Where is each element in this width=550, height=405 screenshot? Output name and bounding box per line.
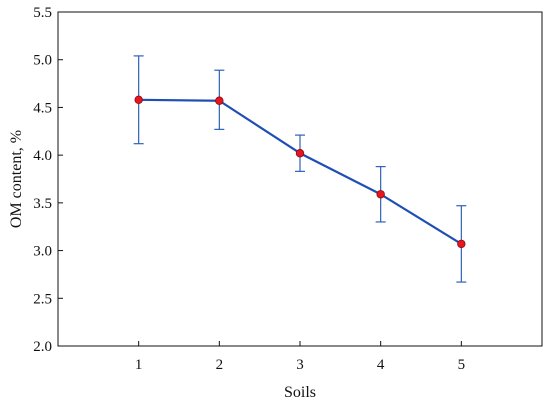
x-tick-label: 4: [377, 357, 385, 373]
y-tick-label: 5.5: [33, 5, 52, 21]
y-tick-label: 2.5: [33, 291, 52, 307]
x-axis-label: Soils: [284, 384, 316, 401]
data-point: [295, 149, 305, 158]
x-tick-label: 1: [135, 357, 143, 373]
y-tick-label: 3.0: [33, 244, 52, 260]
y-axis-ticks: 2.0 2.5 3.0 3.5 4.0 4.5 5.0 5.5: [33, 5, 63, 355]
y-tick-label: 4.5: [33, 100, 52, 116]
plot-area-border: [57, 11, 543, 347]
y-tick-label: 4.0: [33, 148, 52, 164]
x-tick-label: 3: [296, 357, 304, 373]
y-tick-label: 5.0: [33, 53, 52, 69]
y-tick-label: 2.0: [33, 339, 52, 355]
data-point: [457, 239, 466, 249]
x-tick-label: 5: [458, 357, 466, 373]
y-tick-label: 3.5: [33, 196, 52, 212]
data-point: [134, 95, 143, 104]
y-axis-label: OM content, %: [8, 130, 25, 228]
data-point: [215, 96, 224, 105]
x-tick-label: 2: [216, 357, 224, 373]
data-point: [376, 190, 385, 199]
data-points: [134, 95, 466, 249]
x-axis-ticks: 1 2 3 4 5: [135, 341, 465, 373]
